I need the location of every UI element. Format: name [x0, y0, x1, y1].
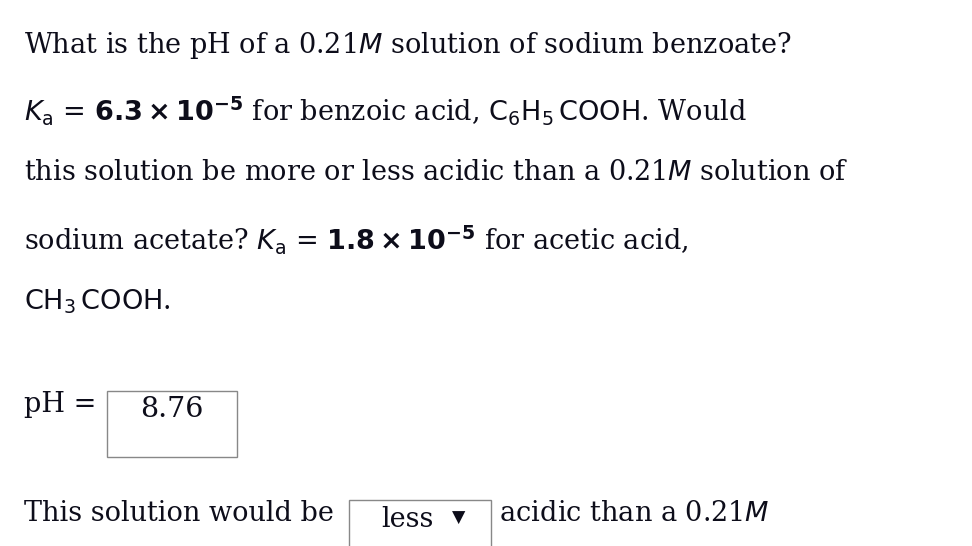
FancyBboxPatch shape: [107, 391, 237, 457]
Text: This solution would be: This solution would be: [24, 500, 343, 527]
Text: ▼: ▼: [452, 508, 466, 526]
FancyBboxPatch shape: [349, 500, 491, 546]
Text: What is the pH of a 0.21$M$ solution of sodium benzoate?: What is the pH of a 0.21$M$ solution of …: [24, 30, 792, 61]
Text: 8.76: 8.76: [140, 396, 204, 423]
Text: $K_{\mathrm{a}}$ = $\mathbf{6.3 \times 10^{-5}}$ for benzoic acid, $\mathrm{C_6H: $K_{\mathrm{a}}$ = $\mathbf{6.3 \times 1…: [24, 94, 747, 127]
Text: pH =: pH =: [24, 391, 105, 418]
Text: acidic than a 0.21$M$: acidic than a 0.21$M$: [491, 500, 769, 527]
Text: this solution be more or less acidic than a 0.21$M$ solution of: this solution be more or less acidic tha…: [24, 159, 849, 186]
Text: sodium acetate? $K_{\mathrm{a}}$ = $\mathbf{1.8 \times 10^{-5}}$ for acetic acid: sodium acetate? $K_{\mathrm{a}}$ = $\mat…: [24, 223, 688, 256]
Text: less: less: [381, 506, 434, 533]
Text: $\mathrm{CH_3\,COOH}$.: $\mathrm{CH_3\,COOH}$.: [24, 288, 171, 316]
